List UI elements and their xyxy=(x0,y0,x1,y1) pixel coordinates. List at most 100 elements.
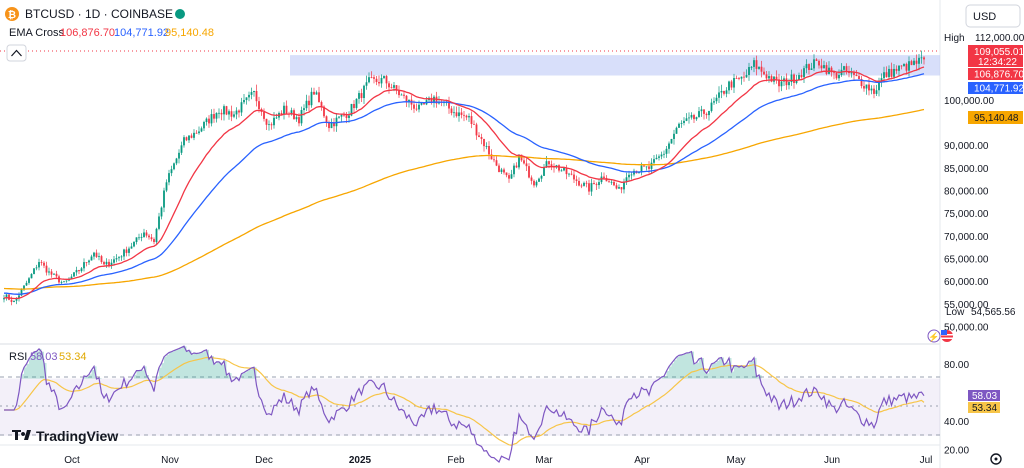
candle-up xyxy=(453,112,455,114)
candle-up xyxy=(543,167,545,176)
candle-up xyxy=(745,74,748,78)
price-tick-label: 50,000.00 xyxy=(944,322,989,333)
candle-up xyxy=(813,59,815,69)
candle-up xyxy=(193,132,195,138)
candle-up xyxy=(680,122,683,124)
candle-up xyxy=(883,72,885,79)
candle-down xyxy=(523,160,525,164)
candle-down xyxy=(488,146,490,155)
candle-up xyxy=(303,108,305,111)
rsi-badge-bg xyxy=(968,390,1000,401)
candle-down xyxy=(495,160,498,166)
candle-up xyxy=(273,117,275,126)
rsi-label[interactable]: RSI xyxy=(9,351,27,363)
candle-down xyxy=(463,114,465,116)
rsi-ma-badge-bg xyxy=(968,402,1000,413)
candle-down xyxy=(558,165,560,171)
ema-cross-label[interactable]: EMA Cross xyxy=(9,27,65,39)
candle-down xyxy=(153,239,155,243)
candle-down xyxy=(470,116,473,125)
candle-up xyxy=(128,248,130,253)
candle-down xyxy=(703,109,705,114)
candle-up xyxy=(20,289,23,296)
candle-up xyxy=(788,82,790,86)
candle-up xyxy=(253,90,255,93)
candle-up xyxy=(218,112,220,114)
candle-down xyxy=(325,116,328,123)
candle-up xyxy=(675,127,678,134)
candle-up xyxy=(383,76,385,79)
settings-button[interactable] xyxy=(990,453,1002,465)
candle-down xyxy=(10,299,13,302)
candle-up xyxy=(73,272,75,277)
candle-down xyxy=(845,66,848,72)
candle-up xyxy=(865,84,868,89)
candle-down xyxy=(390,87,393,89)
candle-up xyxy=(610,181,613,183)
candle-down xyxy=(370,77,373,78)
time-tick-label: Nov xyxy=(161,455,179,466)
candle-up xyxy=(48,271,50,273)
candle-up xyxy=(518,154,520,168)
candle-up xyxy=(283,105,285,115)
candle-up xyxy=(485,146,488,147)
candle-down xyxy=(95,252,98,257)
time-tick-label: Dec xyxy=(255,455,273,466)
candle-down xyxy=(608,181,610,183)
rsi-ma-header-value: 53.34 xyxy=(59,351,87,363)
rsi-tick-label: 40.00 xyxy=(944,417,969,428)
candle-down xyxy=(615,185,618,189)
candle-up xyxy=(368,77,370,83)
candle-up xyxy=(203,121,205,129)
rsi-ma-badge: 53.34 xyxy=(972,403,997,414)
tv-logo-text: TradingView xyxy=(36,428,118,444)
candle-up xyxy=(850,72,853,74)
rsi-axis: 80.00 40.00 20.00 xyxy=(944,360,969,457)
candle-down xyxy=(520,154,523,161)
ema-fast-value: 106,876.70 xyxy=(60,27,115,39)
candle-down xyxy=(405,95,408,102)
candle-up xyxy=(875,90,878,94)
currency-label: USD xyxy=(973,11,996,23)
candle-down xyxy=(503,169,505,173)
flag-canton xyxy=(941,330,947,335)
candle-up xyxy=(300,110,303,124)
candle-up xyxy=(130,246,133,249)
candle-down xyxy=(460,112,463,115)
time-tick-label: Apr xyxy=(634,455,650,466)
lightning-event-icon[interactable] xyxy=(927,329,941,343)
candle-down xyxy=(373,77,375,79)
rsi-header-value: 58.03 xyxy=(30,351,58,363)
candle-up xyxy=(720,91,723,93)
price-badge-bg xyxy=(968,45,1023,67)
candle-down xyxy=(570,173,573,175)
candle-down xyxy=(515,165,518,168)
candle-down xyxy=(490,154,493,160)
candle-up xyxy=(140,236,143,238)
candle-down xyxy=(270,124,273,126)
candle-up xyxy=(803,68,805,78)
candle-up xyxy=(545,161,548,168)
symbol-title[interactable]: BTCUSD · 1D · COINBASE xyxy=(25,7,173,21)
candle-up xyxy=(133,242,135,247)
candle-down xyxy=(855,74,858,77)
candle-up xyxy=(168,173,170,183)
candle-up xyxy=(870,88,873,91)
candle-down xyxy=(385,76,388,84)
candle-up xyxy=(700,109,703,112)
candle-up xyxy=(198,131,200,134)
candle-up xyxy=(678,123,680,128)
candle-up xyxy=(568,173,570,175)
candle-down xyxy=(320,102,323,107)
candle-down xyxy=(58,276,60,283)
candle-up xyxy=(338,116,340,118)
candle-up xyxy=(363,85,365,99)
candle-up xyxy=(748,67,750,75)
currency-selector[interactable]: USD xyxy=(965,4,1021,28)
collapse-button[interactable] xyxy=(6,44,27,62)
candle-up xyxy=(728,81,730,91)
candle-down xyxy=(505,172,508,176)
candle-down xyxy=(643,165,645,167)
candle-up xyxy=(215,112,218,119)
candle-up xyxy=(165,182,168,191)
